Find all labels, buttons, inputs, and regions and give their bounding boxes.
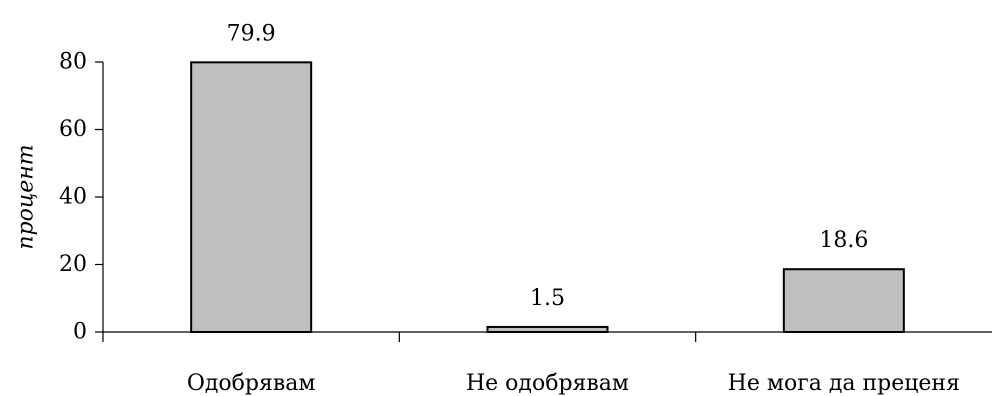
bar-не-одобрявам [486,325,609,333]
y-tick-label: 20 [59,252,87,277]
y-axis-title: процент [14,144,39,249]
x-ticks [398,332,697,342]
y-ticks: 0 20 40 60 80 [59,50,103,345]
category-label-не-одобрявам: Не одобрявам [466,371,629,396]
category-label-не-мога-да-преценя: Не мога да преценя [728,371,960,396]
bar-одобрявам [190,61,313,334]
value-label-не-одобрявам: 1.5 [530,286,565,311]
labels-layer: 79.9 Одобрявам 1.5 Не одобрявам 18.6 Не мога … [187,21,960,396]
value-label-не-мога-да-преценя: 18.6 [819,228,868,253]
category-label-одобрявам: Одобрявам [187,371,316,396]
y-tick-label: 40 [59,185,87,210]
value-label-одобрявам: 79.9 [227,21,276,46]
bars-layer [190,61,905,334]
axes-layer [102,62,992,342]
y-tick-label: 60 [59,117,87,142]
y-tick-label: 0 [73,320,87,345]
bar-не-мога-да-преценя [782,268,905,334]
y-tick-label: 80 [59,50,87,75]
